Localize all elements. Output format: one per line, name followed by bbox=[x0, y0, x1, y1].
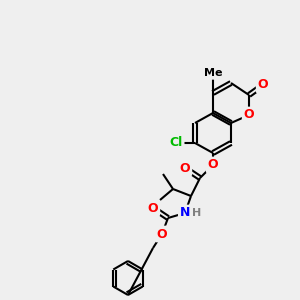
Text: O: O bbox=[180, 161, 190, 175]
Text: N: N bbox=[180, 206, 190, 220]
Text: Cl: Cl bbox=[169, 136, 183, 149]
Text: O: O bbox=[157, 227, 167, 241]
Text: O: O bbox=[258, 79, 268, 92]
Text: Me: Me bbox=[204, 68, 222, 78]
Text: O: O bbox=[148, 202, 158, 214]
Text: O: O bbox=[244, 109, 254, 122]
Text: H: H bbox=[192, 208, 202, 218]
Text: O: O bbox=[208, 158, 218, 172]
